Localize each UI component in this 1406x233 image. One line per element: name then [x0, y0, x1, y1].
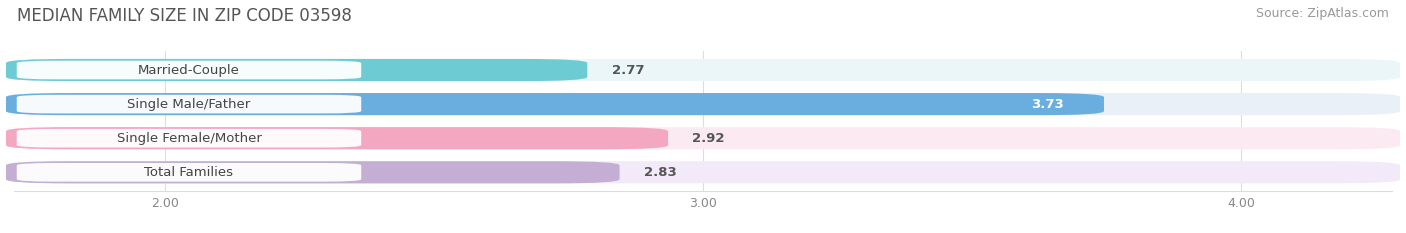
Text: 2.77: 2.77	[612, 64, 644, 76]
FancyBboxPatch shape	[6, 93, 1104, 115]
Text: 2.92: 2.92	[692, 132, 724, 145]
FancyBboxPatch shape	[6, 93, 1400, 115]
Text: Source: ZipAtlas.com: Source: ZipAtlas.com	[1256, 7, 1389, 20]
Text: Single Male/Father: Single Male/Father	[128, 98, 250, 111]
Text: MEDIAN FAMILY SIZE IN ZIP CODE 03598: MEDIAN FAMILY SIZE IN ZIP CODE 03598	[17, 7, 352, 25]
FancyBboxPatch shape	[17, 163, 361, 182]
FancyBboxPatch shape	[6, 161, 620, 183]
Text: 3.73: 3.73	[1031, 98, 1063, 111]
FancyBboxPatch shape	[6, 59, 1400, 81]
Text: Total Families: Total Families	[145, 166, 233, 179]
FancyBboxPatch shape	[6, 161, 1400, 183]
Text: Single Female/Mother: Single Female/Mother	[117, 132, 262, 145]
FancyBboxPatch shape	[17, 61, 361, 79]
FancyBboxPatch shape	[17, 129, 361, 147]
FancyBboxPatch shape	[6, 127, 1400, 149]
Text: Married-Couple: Married-Couple	[138, 64, 240, 76]
FancyBboxPatch shape	[17, 95, 361, 113]
Text: 2.83: 2.83	[644, 166, 676, 179]
FancyBboxPatch shape	[6, 127, 668, 149]
FancyBboxPatch shape	[6, 59, 588, 81]
